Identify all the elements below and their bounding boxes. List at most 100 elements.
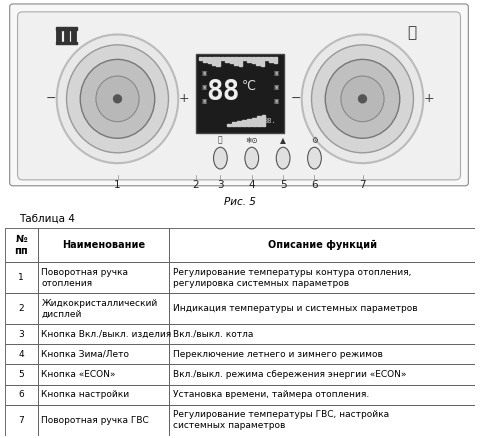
Text: ▣: ▣ — [201, 72, 206, 77]
Bar — [169, 228, 475, 262]
Bar — [247, 57, 251, 62]
Bar — [169, 324, 475, 344]
Text: 3: 3 — [18, 330, 24, 339]
Ellipse shape — [67, 45, 168, 153]
Text: 4: 4 — [249, 180, 255, 190]
Bar — [72, 27, 76, 45]
Bar — [63, 27, 69, 45]
Bar — [38, 293, 169, 324]
Text: Наименование: Наименование — [62, 240, 145, 250]
Bar — [5, 364, 38, 385]
Text: Поворотная ручка
отопления: Поворотная ручка отопления — [41, 268, 129, 288]
Ellipse shape — [341, 76, 384, 122]
Text: 1: 1 — [114, 180, 121, 190]
Text: ⏻: ⏻ — [218, 136, 223, 145]
Bar — [5, 228, 38, 262]
Ellipse shape — [96, 76, 139, 122]
Bar — [230, 57, 233, 63]
Text: Регулирование температуры контура отопления,
регулировка системных параметров: Регулирование температуры контура отопле… — [173, 268, 411, 288]
Ellipse shape — [214, 147, 227, 169]
Bar — [38, 364, 169, 385]
Bar — [5, 344, 38, 364]
Bar — [208, 57, 211, 63]
Text: 7: 7 — [18, 416, 24, 425]
Text: 2: 2 — [192, 180, 199, 190]
Text: ▣: ▣ — [201, 85, 206, 91]
Bar — [56, 27, 60, 45]
Text: 6: 6 — [18, 390, 24, 399]
Ellipse shape — [302, 35, 423, 163]
Text: −: − — [46, 92, 56, 105]
Bar — [169, 385, 475, 405]
Text: ❄⊙: ❄⊙ — [245, 136, 258, 145]
Bar — [234, 57, 238, 65]
Ellipse shape — [276, 147, 290, 169]
Bar — [199, 57, 202, 60]
Text: +: + — [424, 92, 434, 105]
Text: ▲: ▲ — [280, 136, 286, 145]
Bar — [261, 57, 264, 66]
Text: 4: 4 — [18, 350, 24, 359]
Text: −: − — [290, 92, 301, 105]
Text: 🔧: 🔧 — [407, 25, 416, 40]
Text: ℃: ℃ — [242, 79, 256, 92]
Circle shape — [359, 95, 366, 103]
Text: 5: 5 — [18, 370, 24, 379]
Bar — [38, 385, 169, 405]
Text: Кнопка Зима/Лето: Кнопка Зима/Лето — [41, 350, 130, 359]
Bar — [38, 405, 169, 436]
FancyBboxPatch shape — [10, 4, 468, 186]
Bar — [232, 122, 236, 126]
Text: Переключение летнего и зимнего режимов: Переключение летнего и зимнего режимов — [173, 350, 383, 359]
Bar — [216, 57, 220, 66]
Ellipse shape — [245, 147, 259, 169]
Bar — [243, 57, 246, 60]
Text: ▣: ▣ — [274, 99, 279, 104]
Text: Кнопка настройки: Кнопка настройки — [41, 390, 130, 399]
Bar — [203, 57, 207, 62]
Bar — [252, 118, 256, 126]
Ellipse shape — [57, 35, 178, 163]
Text: Регулирование температуры ГВС, настройка
системных параметров: Регулирование температуры ГВС, настройка… — [173, 410, 389, 431]
Bar — [56, 42, 77, 45]
Text: 1: 1 — [18, 273, 24, 282]
Bar — [38, 344, 169, 364]
Text: +: + — [179, 92, 190, 105]
Text: Кнопка «ECON»: Кнопка «ECON» — [41, 370, 116, 379]
Text: 3: 3 — [217, 180, 224, 190]
Bar — [5, 293, 38, 324]
Bar — [221, 57, 224, 60]
Bar — [169, 293, 475, 324]
Text: ▣: ▣ — [201, 99, 206, 104]
Bar — [247, 119, 251, 126]
Bar — [239, 57, 242, 66]
Text: Индикация температуры и системных параметров: Индикация температуры и системных параме… — [173, 304, 418, 313]
Text: 7: 7 — [359, 180, 366, 190]
Text: 6: 6 — [311, 180, 318, 190]
Text: Таблица 4: Таблица 4 — [19, 214, 75, 224]
FancyBboxPatch shape — [18, 12, 460, 180]
Bar — [169, 405, 475, 436]
Text: Жидкокристаллический
дисплей: Жидкокристаллический дисплей — [41, 299, 158, 319]
Bar — [237, 121, 241, 126]
Bar — [5, 385, 38, 405]
Ellipse shape — [325, 60, 400, 138]
Text: Описание функций: Описание функций — [268, 240, 377, 250]
Bar — [169, 262, 475, 293]
Text: Вкл./выкл. котла: Вкл./выкл. котла — [173, 330, 253, 339]
Text: ▣: ▣ — [274, 85, 279, 91]
Text: 2: 2 — [18, 304, 24, 313]
Bar — [196, 54, 284, 134]
Bar — [256, 57, 260, 65]
Text: 88.: 88. — [263, 117, 276, 124]
Bar — [56, 27, 77, 30]
Bar — [169, 364, 475, 385]
Bar — [5, 262, 38, 293]
Ellipse shape — [80, 60, 155, 138]
Text: Поворотная ручка ГВС: Поворотная ручка ГВС — [41, 416, 149, 425]
Text: ⚙: ⚙ — [311, 136, 318, 145]
Bar — [225, 57, 229, 62]
Bar — [269, 57, 273, 62]
Text: Вкл./выкл. режима сбережения энергии «ECON»: Вкл./выкл. режима сбережения энергии «EC… — [173, 370, 407, 379]
Text: №
пп: № пп — [14, 234, 28, 256]
